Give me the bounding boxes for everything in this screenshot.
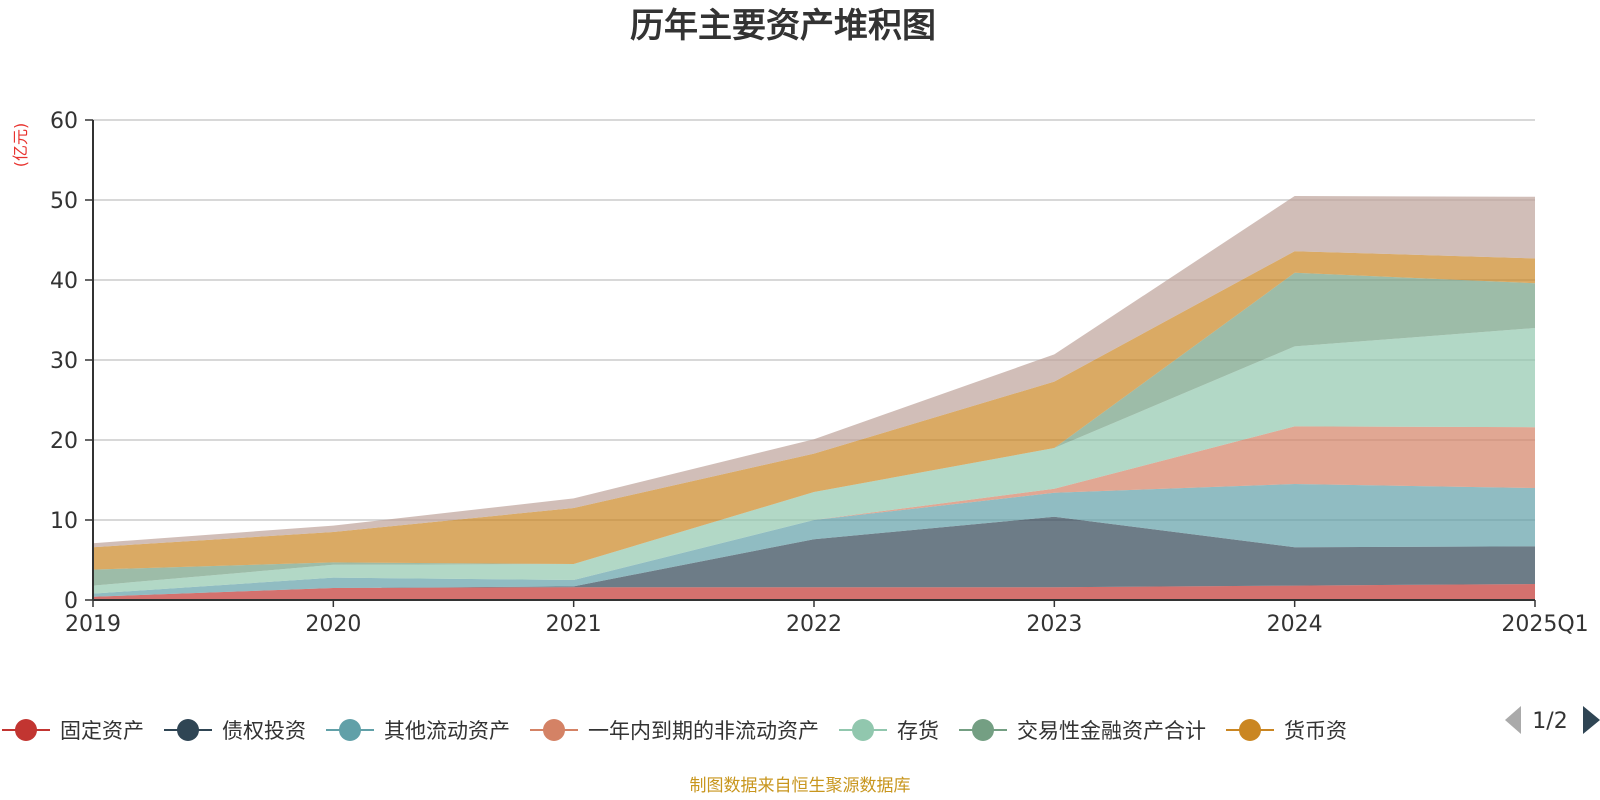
y-tick-labels: 0 10 20 30 40 50 60	[50, 109, 78, 614]
x-tick-label: 2021	[546, 612, 602, 637]
source-note: 制图数据来自恒生聚源数据库	[690, 776, 911, 796]
y-tick-label: 50	[50, 189, 78, 214]
legend-item[interactable]: 货币资	[1226, 719, 1347, 743]
area-series-0[interactable]	[93, 584, 1535, 600]
legend-marker-icon	[339, 719, 361, 741]
chart-title: 历年主要资产堆积图	[630, 6, 936, 46]
x-tick-label: 2020	[305, 612, 361, 637]
area-series-2[interactable]	[93, 484, 1535, 597]
legend-item-label: 债权投资	[222, 719, 306, 743]
legend-page-indicator: 1/2	[1532, 709, 1567, 734]
area-series-6[interactable]	[93, 251, 1535, 570]
legend-item[interactable]: 存货	[839, 719, 939, 743]
y-tick-label: 20	[50, 429, 78, 454]
x-tick-label: 2024	[1267, 612, 1323, 637]
y-tick-label: 40	[50, 269, 78, 294]
x-tick-label: 2025Q1	[1501, 612, 1588, 637]
legend-marker-icon	[1239, 719, 1261, 741]
legend-pager[interactable]: 1/2	[1505, 706, 1600, 734]
legend-item[interactable]: 固定资产	[2, 719, 144, 743]
legend-item-label: 一年内到期的非流动资产	[588, 719, 819, 743]
x-tick-label: 2019	[65, 612, 121, 637]
y-tick-label: 0	[64, 589, 78, 614]
area-series-5[interactable]	[93, 272, 1535, 586]
y-tick-label: 60	[50, 109, 78, 134]
y-tick-label: 30	[50, 349, 78, 374]
legend-item[interactable]: 交易性金融资产合计	[959, 719, 1206, 743]
legend-item-label: 货币资	[1284, 719, 1347, 743]
area-series-4[interactable]	[93, 328, 1535, 594]
area-series-7[interactable]	[93, 196, 1535, 548]
legend-marker-icon	[972, 719, 994, 741]
legend-item[interactable]: 债权投资	[164, 719, 306, 743]
legend-marker-icon	[543, 719, 565, 741]
area-series-group	[93, 196, 1535, 600]
legend-item[interactable]: 其他流动资产	[326, 719, 510, 743]
x-tick-label: 2023	[1026, 612, 1082, 637]
legend-marker-icon	[15, 719, 37, 741]
y-axis-unit-label: (亿元)	[11, 123, 30, 168]
legend-next-icon[interactable]	[1583, 706, 1600, 734]
legend[interactable]: 固定资产 债权投资 其他流动资产 一年内到期的非流动资产 存货 交易性金融资产合计 货币资	[2, 719, 1347, 743]
y-tick-label: 10	[50, 509, 78, 534]
x-tick-label: 2022	[786, 612, 842, 637]
legend-item-label: 交易性金融资产合计	[1017, 719, 1206, 743]
legend-item[interactable]: 一年内到期的非流动资产	[530, 719, 819, 743]
x-tick-labels: 2019 2020 2021 2022 2023 2024 2025Q1	[65, 600, 1589, 637]
area-series-3[interactable]	[93, 426, 1535, 594]
legend-item-label: 存货	[897, 719, 939, 743]
area-series-1[interactable]	[93, 516, 1535, 597]
legend-marker-icon	[852, 719, 874, 741]
legend-item-label: 固定资产	[60, 719, 144, 743]
legend-marker-icon	[177, 719, 199, 741]
legend-prev-icon[interactable]	[1505, 706, 1521, 734]
legend-item-label: 其他流动资产	[384, 719, 510, 743]
